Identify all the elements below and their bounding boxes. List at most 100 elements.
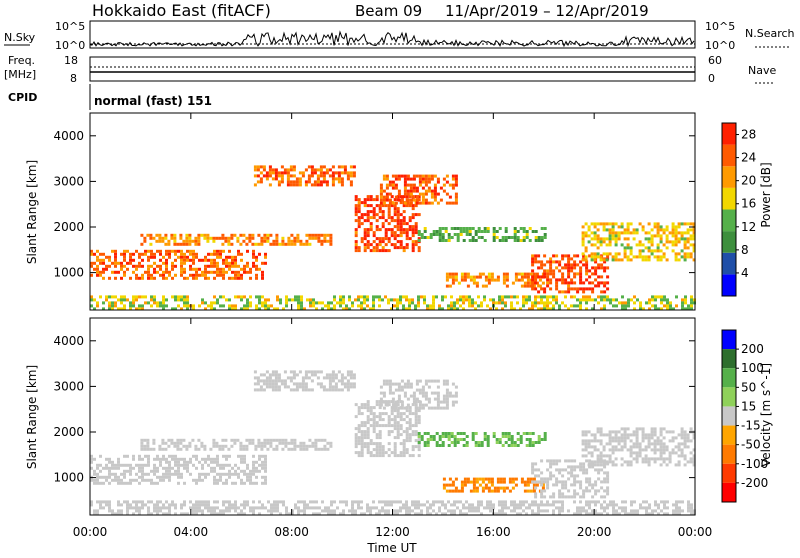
scatter-cell	[272, 239, 276, 243]
scatter-cell	[266, 233, 270, 237]
scatter-cell	[255, 481, 258, 485]
scatter-cell	[587, 439, 591, 443]
scatter-cell	[435, 432, 439, 435]
scatter-cell	[558, 489, 562, 493]
scatter-cell	[283, 370, 287, 374]
scatter-cell	[271, 388, 275, 392]
scatter-cell	[651, 295, 654, 299]
scatter-cell	[375, 454, 379, 458]
scatter-cell	[153, 276, 156, 280]
scatter-cell	[310, 171, 314, 175]
scatter-cell	[305, 447, 309, 451]
scatter-cell	[363, 231, 367, 235]
scatter-cell	[656, 231, 660, 235]
scatter-cell	[555, 477, 559, 481]
scatter-cell	[385, 198, 389, 202]
scatter-cell	[686, 460, 690, 464]
scatter-cell	[372, 500, 375, 504]
scatter-cell	[314, 438, 318, 442]
scatter-cell	[409, 382, 413, 386]
scatter-cell	[474, 441, 478, 444]
scatter-cell	[237, 506, 240, 510]
scatter-cell	[354, 219, 358, 223]
scatter-cell	[237, 512, 240, 516]
scatter-cell	[340, 171, 344, 175]
scatter-cell	[93, 307, 96, 311]
scatter-cell	[402, 216, 406, 220]
scatter-cell	[653, 451, 657, 455]
scatter-cell	[339, 500, 342, 504]
scatter-cell	[596, 234, 600, 238]
scatter-cell	[174, 472, 177, 476]
scatter-cell	[295, 177, 299, 181]
scatter-cell	[627, 304, 630, 308]
scatter-cell	[549, 295, 552, 299]
scatter-cell	[689, 243, 693, 247]
scatter-cell	[573, 480, 577, 484]
scatter-cell	[605, 442, 609, 446]
colorbar-segment	[722, 209, 736, 232]
scatter-cell	[534, 275, 538, 279]
scatter-cell	[183, 276, 186, 280]
scatter-cell	[352, 385, 356, 389]
scatter-cell	[477, 444, 481, 447]
scatter-cell	[507, 444, 511, 447]
scatter-cell	[280, 171, 284, 175]
scatter-cell	[378, 304, 381, 308]
scatter-cell	[418, 391, 422, 395]
scatter-cell	[555, 266, 559, 270]
scatter-cell	[570, 471, 574, 475]
scatter-cell	[405, 509, 408, 513]
scatter-cell	[400, 400, 404, 404]
scatter-cell	[564, 480, 568, 484]
scatter-cell	[576, 290, 580, 294]
scatter-cell	[262, 168, 266, 172]
scatter-cell	[259, 373, 263, 377]
scatter-cell	[156, 249, 159, 253]
scatter-cell	[501, 236, 505, 239]
scatter-cell	[552, 260, 556, 264]
scatter-cell	[231, 276, 234, 280]
scatter-cell	[387, 503, 390, 507]
scatter-cell	[579, 512, 582, 516]
scatter-cell	[255, 307, 258, 311]
scatter-cell	[612, 503, 615, 507]
scatter-cell	[468, 506, 471, 510]
scatter-cell	[264, 460, 267, 464]
scatter-cell	[526, 480, 530, 484]
scatter-cell	[451, 403, 455, 407]
scatter-cell	[531, 278, 535, 282]
scatter-cell	[399, 412, 403, 416]
scatter-cell	[343, 382, 347, 386]
scatter-cell	[188, 233, 192, 237]
scatter-cell	[234, 255, 237, 259]
scatter-cell	[162, 261, 165, 265]
scatter-cell	[672, 509, 675, 513]
scatter-cell	[264, 466, 267, 470]
scatter-cell	[663, 500, 666, 504]
scatter-cell	[435, 512, 438, 516]
scatter-cell	[558, 471, 562, 475]
scatter-cell	[363, 442, 367, 446]
scatter-cell	[597, 301, 600, 305]
scatter-cell	[366, 427, 370, 431]
scatter-cell	[495, 438, 499, 441]
scatter-cell	[384, 509, 387, 513]
scatter-cell	[653, 430, 657, 434]
scatter-cell	[444, 432, 448, 435]
scatter-cell	[683, 445, 687, 449]
scatter-cell	[378, 295, 381, 299]
scatter-cell	[581, 442, 585, 446]
scatter-cell	[414, 421, 418, 425]
scatter-cell	[391, 391, 395, 395]
scatter-cell	[132, 252, 135, 256]
scatter-cell	[228, 469, 231, 473]
scatter-cell	[189, 457, 192, 461]
scatter-cell	[573, 489, 577, 493]
scatter-cell	[255, 255, 258, 259]
scatter-cell	[105, 478, 108, 482]
scatter-cell	[608, 433, 612, 437]
scatter-cell	[307, 177, 311, 181]
scatter-cell	[647, 436, 651, 440]
scatter-cell	[378, 210, 382, 214]
